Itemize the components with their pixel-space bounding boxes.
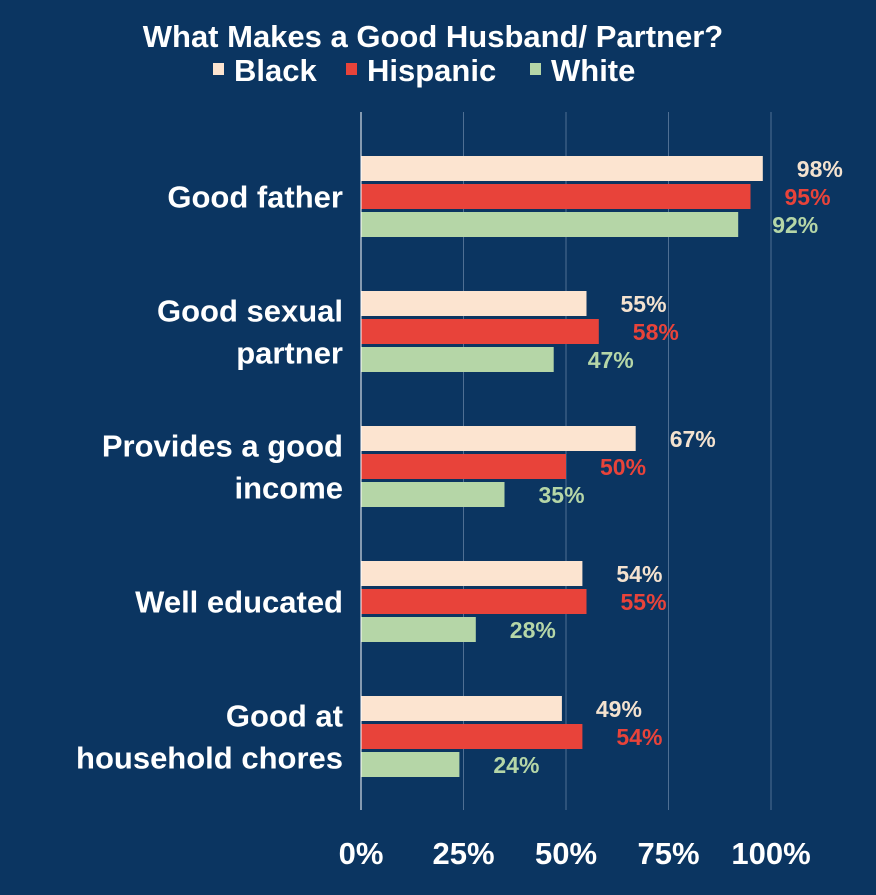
bar-black-3: [361, 561, 583, 586]
x-tick-label-50: 50%: [535, 836, 597, 871]
bar-hispanic-2: [361, 454, 566, 479]
category-label-1-0: Good sexual: [157, 294, 343, 329]
category-label-4-1: household chores: [76, 741, 343, 776]
bar-white-0: [361, 212, 739, 237]
data-label-hispanic-4: 54%: [616, 724, 662, 750]
x-tick-label-100: 100%: [731, 836, 810, 871]
x-tick-label-0: 0%: [339, 836, 384, 871]
bar-white-1: [361, 347, 554, 372]
legend-label-black: Black: [234, 53, 317, 88]
data-label-black-1: 55%: [621, 291, 667, 317]
bar-black-2: [361, 426, 636, 451]
data-label-hispanic-2: 50%: [600, 454, 646, 480]
data-label-white-3: 28%: [510, 617, 556, 643]
data-label-black-2: 67%: [670, 426, 716, 452]
legend-label-white: White: [551, 53, 635, 88]
bar-hispanic-4: [361, 724, 583, 749]
data-label-hispanic-1: 58%: [633, 319, 679, 345]
data-label-white-1: 47%: [588, 347, 634, 373]
data-label-hispanic-3: 55%: [621, 589, 667, 615]
x-tick-label-25: 25%: [432, 836, 494, 871]
category-label-4-0: Good at: [226, 699, 343, 734]
category-label-3-0: Well educated: [135, 585, 343, 620]
data-label-white-0: 92%: [772, 212, 818, 238]
bar-hispanic-1: [361, 319, 599, 344]
data-label-hispanic-0: 95%: [785, 184, 831, 210]
bar-hispanic-3: [361, 589, 587, 614]
bar-white-4: [361, 752, 460, 777]
bar-black-1: [361, 291, 587, 316]
bar-white-2: [361, 482, 505, 507]
category-labels: Good father Good sexual partner Provides a …: [76, 180, 343, 776]
bar-hispanic-0: [361, 184, 751, 209]
data-label-black-4: 49%: [596, 696, 642, 722]
data-label-black-3: 54%: [616, 561, 662, 587]
bar-black-4: [361, 696, 562, 721]
legend-swatch-black: [213, 63, 224, 75]
legend-label-hispanic: Hispanic: [367, 53, 496, 88]
legend-swatch-hispanic: [346, 63, 357, 75]
data-label-white-2: 35%: [539, 482, 585, 508]
x-tick-label-75: 75%: [637, 836, 699, 871]
x-axis-ticks: 0% 25% 50% 75% 100%: [339, 836, 811, 871]
data-label-black-0: 98%: [797, 156, 843, 182]
category-label-0-0: Good father: [167, 180, 343, 215]
legend-swatch-white: [530, 63, 541, 75]
bar-white-3: [361, 617, 476, 642]
data-label-white-4: 24%: [493, 752, 539, 778]
category-label-2-0: Provides a good: [102, 429, 343, 464]
bar-black-0: [361, 156, 763, 181]
chart-title: What Makes a Good Husband/ Partner?: [143, 19, 723, 54]
category-label-1-1: partner: [236, 336, 343, 371]
legend: Black Hispanic White: [213, 53, 635, 88]
data-labels: 98%95%92%55%58%47%67%50%35%54%55%28%49%5…: [493, 156, 842, 778]
bars: [361, 156, 763, 777]
category-label-2-1: income: [234, 471, 343, 506]
